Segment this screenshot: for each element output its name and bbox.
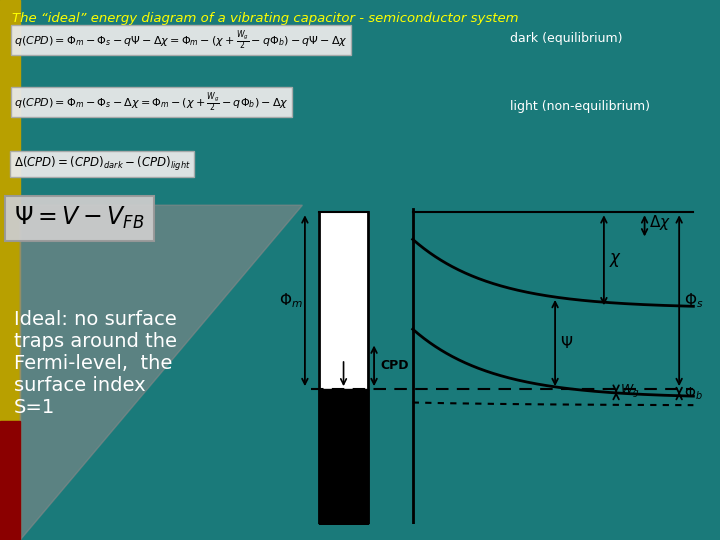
Text: The “ideal” energy diagram of a vibrating capacitor - semiconductor system: The “ideal” energy diagram of a vibratin… (12, 12, 518, 25)
Text: $\Phi_s$: $\Phi_s$ (684, 292, 703, 310)
Text: light (non-equilibrium): light (non-equilibrium) (510, 100, 650, 113)
Text: $W_g$: $W_g$ (620, 382, 640, 400)
Text: $q(CPD) = \Phi_m - \Phi_s - q\Psi - \Delta\chi = \Phi_m - (\chi + \frac{W_g}{2} : $q(CPD) = \Phi_m - \Phi_s - q\Psi - \Del… (14, 28, 348, 52)
Text: $\Delta(CPD) = (CPD)_{dark} - (CPD)_{light}$: $\Delta(CPD) = (CPD)_{dark} - (CPD)_{lig… (14, 155, 191, 173)
Text: $\Phi_m$: $\Phi_m$ (279, 292, 303, 310)
Text: $\Psi$: $\Psi$ (560, 335, 573, 351)
Text: $\Phi_b$: $\Phi_b$ (684, 386, 703, 402)
Polygon shape (20, 205, 302, 540)
Bar (0, 0, 20, 540)
Text: $\Delta\chi$: $\Delta\chi$ (649, 213, 670, 232)
Text: $\Psi = V - V_{FB}$: $\Psi = V - V_{FB}$ (14, 205, 145, 231)
Text: Ideal: no surface
traps around the
Fermi-level,  the
surface index
S=1: Ideal: no surface traps around the Fermi… (14, 310, 177, 417)
Text: $\chi$: $\chi$ (609, 251, 622, 269)
Text: CPD: CPD (380, 359, 409, 373)
Bar (0, 421, 20, 540)
Text: $q(CPD) = \Phi_m - \Phi_s - \Delta\chi = \Phi_m - (\chi + \frac{W_g}{2} - q\Phi_: $q(CPD) = \Phi_m - \Phi_s - \Delta\chi =… (14, 90, 289, 114)
Text: dark (equilibrium): dark (equilibrium) (510, 32, 623, 45)
